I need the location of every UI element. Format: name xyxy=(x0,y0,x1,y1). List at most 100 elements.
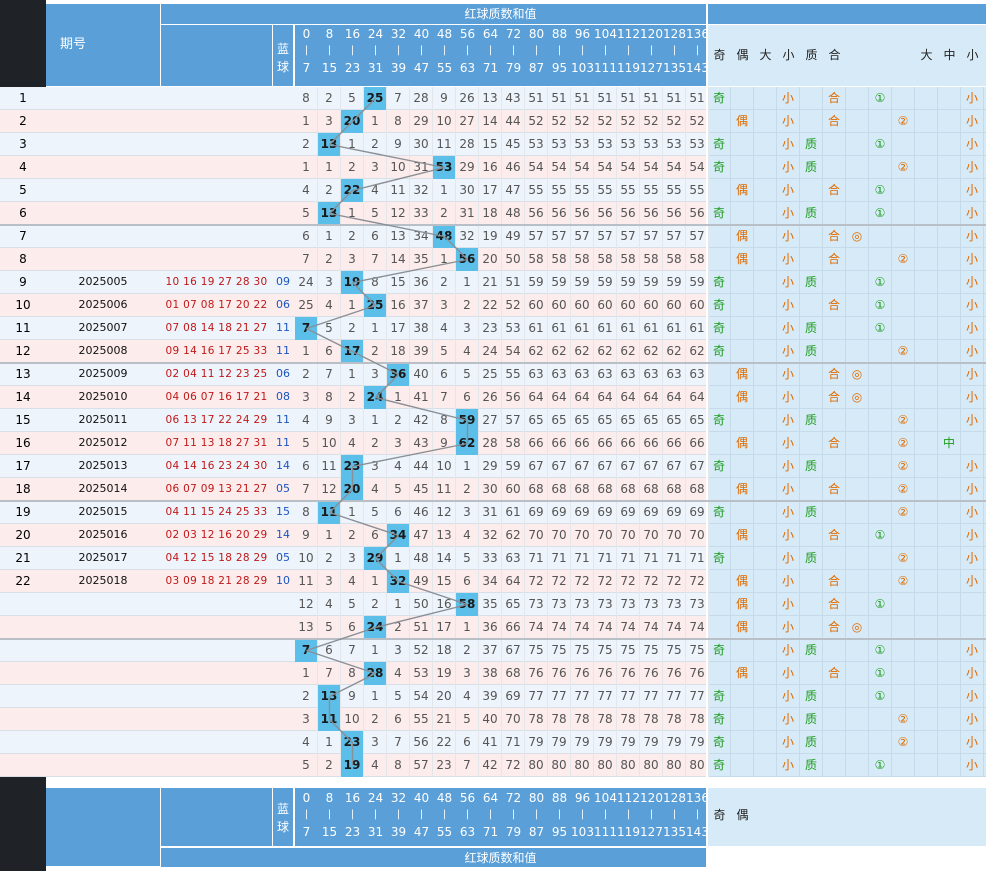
sum-cell: 77 xyxy=(686,685,709,708)
sum-cell: 51 xyxy=(594,87,617,110)
attr-cell xyxy=(869,547,892,570)
attr-cell: 小 xyxy=(777,570,800,593)
attr-cell xyxy=(869,432,892,455)
attr-cell: 奇 xyxy=(708,685,731,708)
sum-range-bar-ftr: | xyxy=(511,809,516,820)
sum-cell: 6 xyxy=(456,570,479,593)
sum-cell: 2 xyxy=(456,639,479,662)
sum-cell: 68 xyxy=(686,478,709,501)
sum-cell: 3 xyxy=(364,156,387,179)
attr-cell: 小 xyxy=(777,225,800,248)
sum-cell: 2 xyxy=(387,616,410,639)
attr-footer-header xyxy=(961,804,984,826)
attr-cell: ① xyxy=(869,593,892,616)
sum-cell: 67 xyxy=(502,639,525,662)
row-issue xyxy=(46,731,160,754)
attr-cell xyxy=(938,363,961,386)
sum-cell: 57 xyxy=(640,225,663,248)
sum-cell: 38 xyxy=(479,662,502,685)
row-issue: 2025014 xyxy=(78,482,128,495)
sum-cell: 53 xyxy=(663,133,686,156)
sum-cell: 31 xyxy=(456,202,479,225)
sum-cell: 66 xyxy=(525,432,548,455)
sum-range-bar-ftr: | xyxy=(695,809,700,820)
sum-cell: 55 xyxy=(410,708,433,731)
sum-hit-cell: 36 xyxy=(387,363,410,386)
attr-footer-header xyxy=(800,804,823,826)
attr-cell xyxy=(731,87,754,110)
row-blue-ball xyxy=(273,87,293,110)
sum-cell: 3 xyxy=(433,294,456,317)
attr-cell: 奇 xyxy=(708,133,731,156)
row-issue: 2025017 xyxy=(78,551,128,564)
attr-cell: 奇 xyxy=(708,639,731,662)
sum-range-bot-hdr: 15 xyxy=(321,61,338,75)
attr-cell xyxy=(938,409,961,432)
attr-cell: 质 xyxy=(800,455,823,478)
attr-cell xyxy=(754,225,777,248)
sum-cell: 2 xyxy=(456,478,479,501)
sum-range-bot-hdr: 87 xyxy=(528,61,545,75)
sum-cell: 78 xyxy=(525,708,548,731)
sum-cell: 76 xyxy=(571,662,594,685)
attr-cell xyxy=(915,731,938,754)
attr-cell xyxy=(938,593,961,616)
sum-cell: 5 xyxy=(318,317,341,340)
attr-cell: 小 xyxy=(961,87,984,110)
sum-cell: 62 xyxy=(686,340,709,363)
sum-cell: 2 xyxy=(341,386,364,409)
sum-hit-cell: 58 xyxy=(456,593,479,616)
sum-cell: 21 xyxy=(433,708,456,731)
sum-range-top-ftr: 8 xyxy=(325,791,334,805)
sum-cell: 74 xyxy=(548,616,571,639)
attr-cell xyxy=(869,616,892,639)
sum-cell: 67 xyxy=(594,455,617,478)
attr-cell xyxy=(754,547,777,570)
sum-hit-cell: 59 xyxy=(456,409,479,432)
sum-cell: 57 xyxy=(410,754,433,777)
sum-cell: 51 xyxy=(502,271,525,294)
attr-cell xyxy=(915,593,938,616)
attr-cell: 小 xyxy=(777,455,800,478)
sum-cell: 80 xyxy=(571,754,594,777)
attr-cell: 奇 xyxy=(708,87,731,110)
sum-cell: 62 xyxy=(617,340,640,363)
sum-cell: 9 xyxy=(387,133,410,156)
sum-range-bar-hdr: | xyxy=(396,45,401,56)
attr-cell: 奇 xyxy=(708,294,731,317)
attr-cell xyxy=(892,363,915,386)
sum-cell: 62 xyxy=(594,340,617,363)
sum-cell: 35 xyxy=(410,248,433,271)
sum-cell: 1 xyxy=(341,294,364,317)
sum-cell: 8 xyxy=(295,501,318,524)
sum-cell: 23 xyxy=(479,317,502,340)
row-issue xyxy=(46,156,160,179)
attr-header: 小 xyxy=(782,48,795,62)
sum-range-bot-ftr: 39 xyxy=(390,825,407,839)
sum-cell: 2 xyxy=(341,524,364,547)
table-row: 5 4 2 22 4 11 32 1 30 17 47 55 55 55 55 55 55 55 55 偶小合 ① 小 xyxy=(0,179,986,202)
table-row: 17 2025013 04 14 16 23 24 30 14 6 11 23 3 4 44 10 1… xyxy=(0,455,986,478)
sum-cell: 1 xyxy=(364,639,387,662)
attr-cell xyxy=(938,616,961,639)
attr-cell xyxy=(823,409,846,432)
sum-range-top-hdr: 136 xyxy=(686,27,709,41)
sum-cell: 10 xyxy=(295,547,318,570)
sum-cell: 1 xyxy=(295,340,318,363)
attr-cell xyxy=(892,386,915,409)
attr-header: 质 xyxy=(805,48,818,62)
sum-cell: 62 xyxy=(663,340,686,363)
table-row: 10 2025006 01 07 08 17 20 22 06 25 4 1 25 16 37 3 2… xyxy=(0,294,986,317)
sum-cell: 71 xyxy=(686,547,709,570)
sum-range-top-hdr: 104 xyxy=(594,27,617,41)
sum-range-bar-hdr: | xyxy=(534,45,539,56)
sum-cell: 57 xyxy=(663,225,686,248)
sum-cell: 71 xyxy=(594,547,617,570)
sum-cell: 11 xyxy=(318,455,341,478)
attr-cell xyxy=(754,156,777,179)
attr-cell xyxy=(938,708,961,731)
attr-cell: 小 xyxy=(777,524,800,547)
sum-cell: 52 xyxy=(617,110,640,133)
sum-cell: 77 xyxy=(548,685,571,708)
row-blue-ball xyxy=(273,639,293,662)
